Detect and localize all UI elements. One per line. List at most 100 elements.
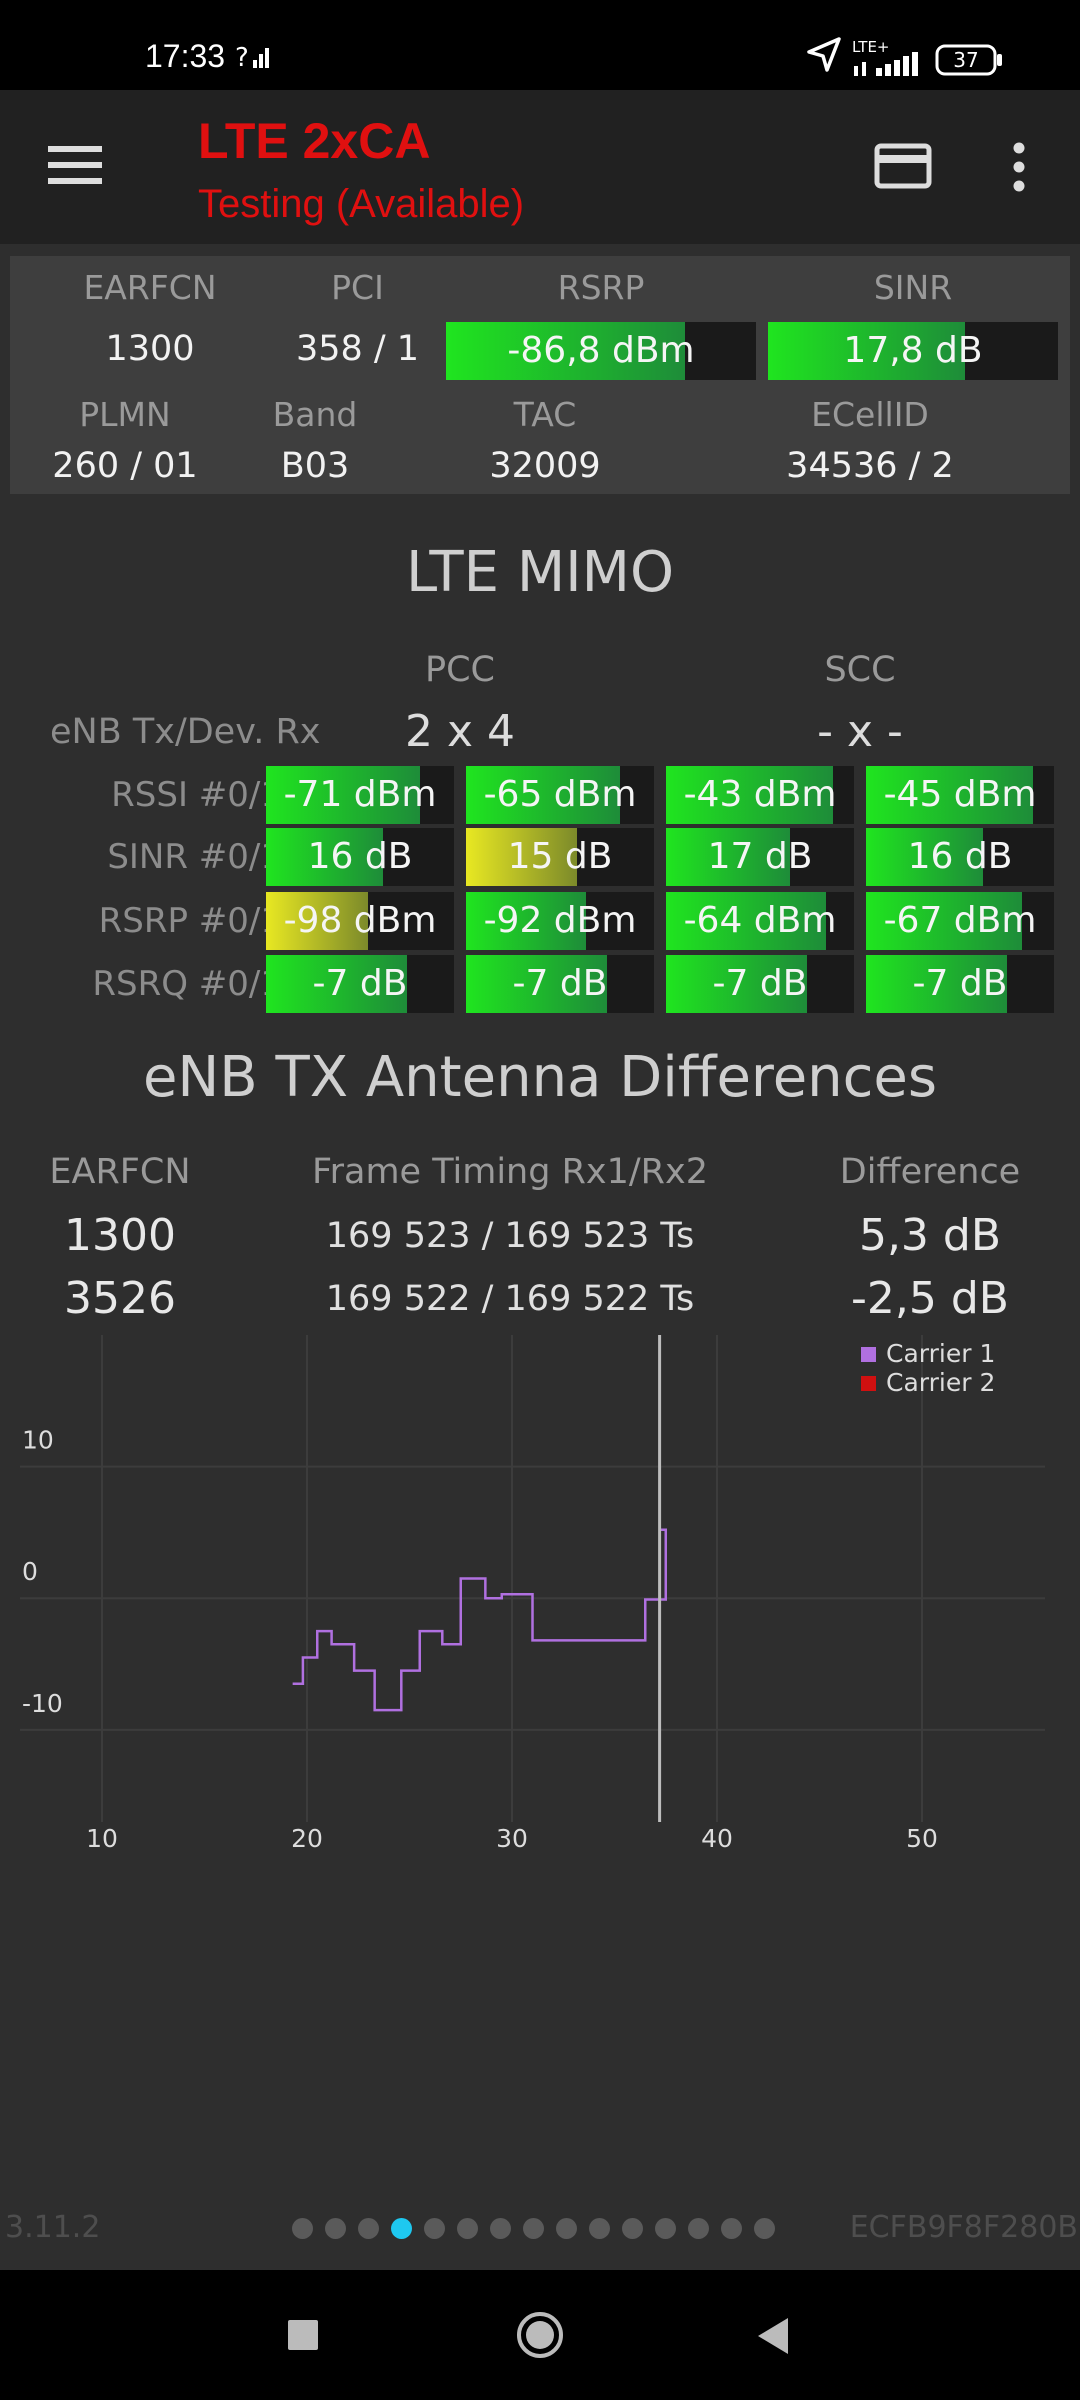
network-type-label: LTE+ (852, 38, 890, 56)
mimo-cell-bar: -64 dBm (666, 892, 854, 950)
app-bar (0, 90, 1080, 244)
mimo-cell-value: -7 dB (912, 963, 1008, 1004)
mimo-row-label: RSRQ #0/1 (92, 964, 282, 1004)
header-pci: PCI (331, 268, 384, 307)
scc-tx-rx: - x - (817, 706, 903, 757)
header-plmn: PLMN (79, 395, 171, 434)
header-rsrp: RSRP (557, 268, 645, 307)
value-ecellid: 34536 / 2 (786, 446, 954, 486)
mimo-cell-value: 16 dB (307, 836, 413, 877)
header-sinr: SINR (873, 268, 953, 307)
value-rsrp: -86,8 dBm (507, 330, 695, 371)
menu-icon[interactable] (48, 144, 106, 192)
wifi-question-icon: ? (235, 40, 275, 82)
ant-header-difference: Difference (839, 1152, 1021, 1192)
mimo-cell-bar: 15 dB (466, 828, 654, 886)
card-icon[interactable] (874, 143, 932, 193)
x-tick-label: 50 (906, 1824, 938, 1850)
page-dot[interactable] (523, 2218, 544, 2239)
mimo-cell-value: 15 dB (507, 836, 613, 877)
page-dot[interactable] (325, 2218, 346, 2239)
mimo-cell-bar: -7 dB (866, 955, 1054, 1013)
ant-row-diff: -2,5 dB (851, 1273, 1009, 1324)
value-band: B03 (280, 446, 350, 486)
mimo-cell-bar: 16 dB (866, 828, 1054, 886)
page-dot[interactable] (490, 2218, 511, 2239)
page-dot[interactable] (391, 2218, 412, 2239)
page-dot[interactable] (622, 2218, 643, 2239)
square-recents-icon[interactable] (286, 2318, 320, 2356)
header-earfcn: EARFCN (83, 268, 217, 307)
mimo-cell-bar: -67 dBm (866, 892, 1054, 950)
page-dot[interactable] (424, 2218, 445, 2239)
page-dot[interactable] (457, 2218, 478, 2239)
value-tac: 32009 (489, 446, 601, 486)
mimo-row-label: RSSI #0/1 (111, 775, 282, 815)
ant-row-timing: 169 523 / 169 523 Ts (325, 1216, 695, 1256)
col-scc: SCC (824, 650, 896, 690)
app-version: 3.11.2 (5, 2210, 101, 2245)
antenna-title: eNB TX Antenna Differences (142, 1045, 938, 1110)
y-tick-label: 10 (22, 1426, 54, 1455)
mimo-cell-bar: -45 dBm (866, 766, 1054, 824)
status-time: 17:33 (145, 38, 226, 74)
mimo-cell-bar: -92 dBm (466, 892, 654, 950)
triangle-back-icon[interactable] (754, 2316, 792, 2360)
page-dot[interactable] (292, 2218, 313, 2239)
page-dot[interactable] (358, 2218, 379, 2239)
svg-text:?: ? (235, 43, 249, 73)
mimo-cell-value: -98 dBm (283, 900, 437, 941)
x-tick-label: 10 (86, 1824, 118, 1850)
ant-row-timing: 169 522 / 169 522 Ts (325, 1279, 695, 1319)
more-options-icon[interactable] (1010, 140, 1028, 198)
mimo-title: LTE MIMO (405, 540, 675, 605)
y-tick-label: 0 (22, 1557, 38, 1586)
mimo-cell-bar: 16 dB (266, 828, 454, 886)
ant-header-earfcn: EARFCN (49, 1152, 191, 1192)
page-dot[interactable] (721, 2218, 742, 2239)
page-dot[interactable] (754, 2218, 775, 2239)
col-pcc: PCC (425, 650, 495, 690)
ant-row-earfcn: 1300 (64, 1210, 176, 1261)
header-ecellid: ECellID (811, 395, 929, 434)
header-band: Band (272, 395, 358, 434)
ant-row-diff: 5,3 dB (858, 1210, 1002, 1261)
value-sinr: 17,8 dB (843, 330, 983, 371)
legend-swatch (861, 1347, 876, 1362)
ant-header-timing: Frame Timing Rx1/Rx2 (312, 1152, 708, 1192)
mimo-cell-value: 17 dB (707, 836, 813, 877)
mimo-cell-value: 16 dB (907, 836, 1013, 877)
page-dot[interactable] (655, 2218, 676, 2239)
page-dot[interactable] (556, 2218, 577, 2239)
mimo-row-label: SINR #0/1 (107, 837, 282, 877)
legend-entry: Carrier 2 (886, 1368, 995, 1397)
page-dot[interactable] (688, 2218, 709, 2239)
mimo-cell-bar: -98 dBm (266, 892, 454, 950)
page-title: LTE 2xCA (198, 113, 431, 169)
value-plmn: 260 / 01 (52, 446, 198, 486)
mimo-cell-bar: -65 dBm (466, 766, 654, 824)
battery-level: 37 (953, 48, 979, 72)
mimo-cell-bar: -71 dBm (266, 766, 454, 824)
rsrp-bar: -86,8 dBm (446, 322, 756, 380)
location-arrow-icon (805, 36, 843, 78)
mimo-cell-bar: -7 dB (666, 955, 854, 1013)
mimo-cell-bar: 17 dB (666, 828, 854, 886)
x-tick-label: 30 (496, 1824, 528, 1850)
legend-entry: Carrier 1 (886, 1339, 995, 1368)
page-dot[interactable] (589, 2218, 610, 2239)
mimo-cell-value: -67 dBm (883, 900, 1037, 941)
ant-row-earfcn: 3526 (64, 1273, 176, 1324)
y-tick-label: -10 (22, 1689, 63, 1718)
mimo-cell-value: -64 dBm (683, 900, 837, 941)
mimo-cell-value: -71 dBm (283, 774, 437, 815)
x-tick-label: 20 (291, 1824, 323, 1850)
tx-rx-label: eNB Tx/Dev. Rx (50, 712, 321, 752)
signal-icon (852, 52, 922, 80)
circle-home-icon[interactable] (515, 2310, 565, 2364)
mimo-cell-value: -92 dBm (483, 900, 637, 941)
mimo-cell-value: -65 dBm (483, 774, 637, 815)
page-subtitle: Testing (Available) (198, 182, 525, 226)
mimo-cell-value: -45 dBm (883, 774, 1037, 815)
